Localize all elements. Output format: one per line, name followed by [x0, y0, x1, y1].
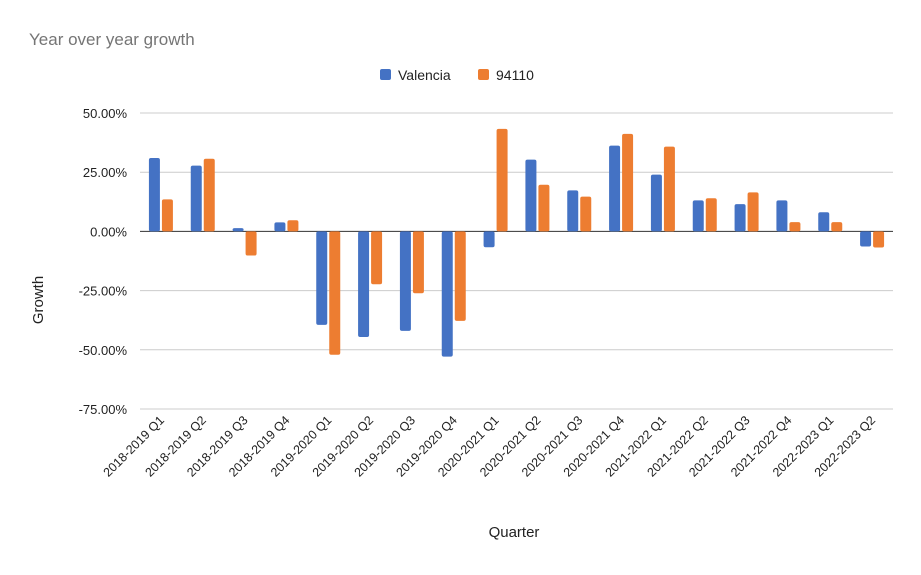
legend-swatch: [478, 69, 489, 80]
bar-94110: [203, 158, 215, 232]
bar-94110: [412, 231, 424, 294]
bars: [148, 128, 885, 357]
bar-valencia: [232, 228, 244, 232]
bar-94110: [580, 196, 592, 232]
chart-title: Year over year growth: [29, 30, 195, 49]
y-tick-label: -75.00%: [79, 402, 128, 417]
bar-valencia: [483, 231, 495, 248]
bar-valencia: [609, 145, 621, 232]
bar-valencia: [860, 231, 872, 247]
bar-94110: [161, 199, 173, 232]
bar-valencia: [776, 200, 788, 232]
bar-94110: [663, 146, 675, 232]
bar-94110: [287, 220, 299, 232]
bar-94110: [371, 231, 383, 285]
bar-valencia: [525, 159, 537, 232]
bar-valencia: [692, 200, 704, 232]
bar-94110: [873, 231, 885, 248]
y-tick-label: 50.00%: [83, 106, 128, 121]
legend-swatch: [380, 69, 391, 80]
bar-94110: [454, 231, 466, 321]
gridlines: 50.00% 25.00% 0.00% -25.00% -50.00% -75.00%: [79, 106, 893, 417]
legend-label: 94110: [496, 67, 534, 83]
bar-94110: [329, 231, 341, 355]
bar-valencia: [650, 174, 662, 232]
bar-valencia: [316, 231, 328, 325]
y-axis-label: Growth: [30, 276, 47, 324]
legend: Valencia 94110: [380, 67, 534, 83]
x-axis-label: Quarter: [489, 524, 540, 541]
bar-valencia: [818, 212, 830, 232]
bar-94110: [747, 192, 759, 232]
y-tick-label: -50.00%: [79, 343, 128, 358]
bar-94110: [831, 222, 843, 232]
bar-valencia: [274, 222, 286, 232]
legend-label: Valencia: [398, 67, 451, 83]
bar-valencia: [567, 190, 579, 232]
y-tick-label: -25.00%: [79, 284, 128, 299]
bar-valencia: [148, 157, 160, 232]
y-tick-label: 0.00%: [90, 224, 127, 239]
bar-94110: [705, 198, 717, 232]
bar-94110: [496, 128, 508, 232]
bar-94110: [245, 231, 257, 256]
bar-94110: [538, 184, 550, 232]
bar-valencia: [734, 204, 746, 232]
bar-valencia: [190, 165, 202, 232]
bar-94110: [789, 222, 801, 232]
bar-valencia: [358, 231, 370, 338]
bar-valencia: [399, 231, 411, 331]
bar-94110: [622, 133, 634, 232]
y-tick-label: 25.00%: [83, 165, 128, 180]
bar-valencia: [441, 231, 453, 357]
